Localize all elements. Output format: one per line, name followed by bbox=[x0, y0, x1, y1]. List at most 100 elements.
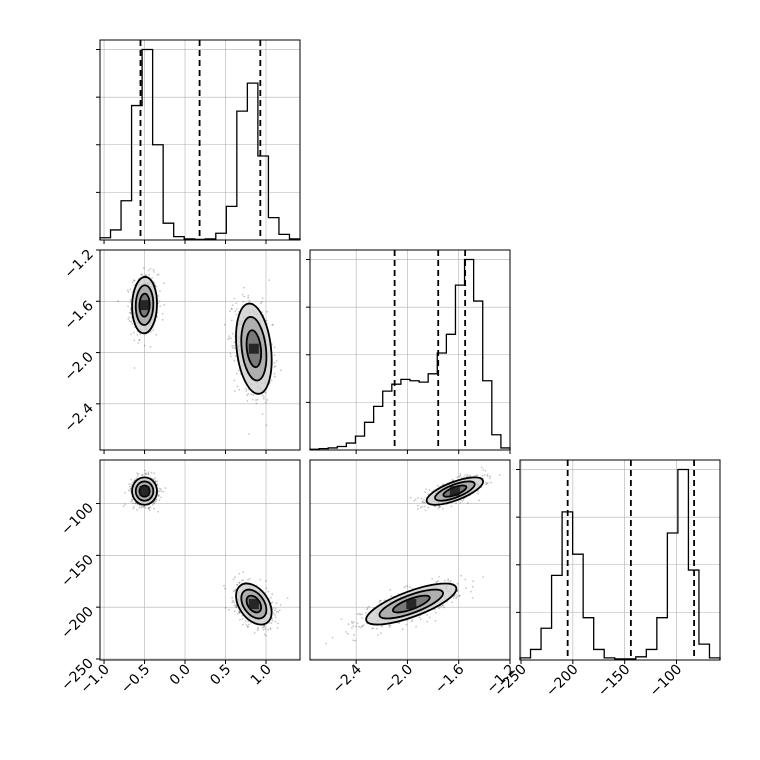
scatter-point bbox=[152, 268, 155, 271]
scatter-point bbox=[235, 606, 238, 608]
scatter-point bbox=[256, 398, 259, 401]
scatter-point bbox=[419, 506, 422, 509]
scatter-point bbox=[239, 618, 241, 621]
scatter-point bbox=[437, 507, 440, 510]
scatter-point bbox=[270, 622, 273, 625]
scatter-point bbox=[424, 509, 427, 512]
scatter-point bbox=[458, 594, 461, 597]
scatter-point bbox=[380, 632, 382, 635]
scatter-point bbox=[483, 474, 486, 476]
scatter-point bbox=[136, 472, 139, 475]
scatter-point bbox=[450, 505, 453, 508]
x-tick-label-22-2: −150 bbox=[595, 662, 634, 701]
scatter-point bbox=[136, 334, 139, 336]
scatter-point bbox=[426, 614, 428, 616]
scatter-point bbox=[117, 300, 120, 303]
scatter-point bbox=[136, 503, 139, 506]
scatter-point bbox=[455, 502, 457, 504]
scatter-point bbox=[233, 604, 236, 606]
scatter-point bbox=[232, 590, 235, 593]
scatter-point bbox=[242, 300, 245, 303]
scatter-point bbox=[381, 625, 383, 628]
scatter-point bbox=[460, 574, 463, 577]
scatter-point bbox=[126, 289, 129, 292]
scatter-point bbox=[467, 474, 469, 476]
scatter-point bbox=[158, 494, 160, 497]
scatter-point bbox=[277, 611, 280, 613]
scatter-point bbox=[157, 273, 160, 276]
scatter-point bbox=[278, 609, 281, 612]
scatter-point bbox=[154, 500, 157, 503]
scatter-point bbox=[271, 619, 274, 622]
scatter-point bbox=[487, 481, 489, 484]
scatter-point bbox=[459, 474, 462, 477]
scatter-point bbox=[256, 629, 259, 632]
scatter-point bbox=[439, 505, 441, 508]
scatter-point bbox=[441, 507, 444, 510]
scatter-point bbox=[153, 472, 156, 475]
scatter-point bbox=[242, 579, 245, 581]
scatter-point bbox=[415, 625, 417, 628]
scatter-point bbox=[466, 501, 469, 504]
scatter-point bbox=[265, 319, 268, 322]
scatter-point bbox=[233, 589, 236, 592]
scatter-point bbox=[478, 499, 481, 502]
scatter-point bbox=[366, 607, 369, 610]
scatter-point bbox=[441, 604, 444, 607]
density-peak-20-0 bbox=[139, 486, 150, 497]
scatter-point bbox=[439, 605, 442, 608]
scatter-point bbox=[247, 625, 249, 628]
scatter-point bbox=[231, 308, 233, 310]
frame-1-0 bbox=[99, 249, 301, 451]
scatter-point bbox=[355, 625, 358, 628]
scatter-point bbox=[233, 379, 236, 382]
scatter-point bbox=[268, 279, 271, 281]
scatter-point bbox=[436, 485, 439, 487]
scatter-point bbox=[419, 618, 422, 621]
scatter-point bbox=[437, 580, 439, 582]
scatter-point bbox=[238, 581, 241, 584]
scatter-point bbox=[230, 319, 233, 322]
scatter-point bbox=[272, 323, 274, 326]
scatter-point bbox=[124, 503, 127, 506]
scatter-point bbox=[325, 642, 327, 645]
density-peak-21-1 bbox=[406, 599, 417, 610]
scatter-point bbox=[383, 599, 386, 602]
scatter-point bbox=[132, 507, 135, 510]
scatter-point bbox=[276, 627, 279, 629]
scatter-point bbox=[451, 601, 453, 603]
scatter-point bbox=[271, 618, 273, 620]
scatter-point bbox=[236, 583, 238, 586]
frame-2-2 bbox=[519, 459, 721, 661]
scatter-point bbox=[262, 395, 265, 398]
scatter-point bbox=[224, 607, 227, 609]
scatter-point bbox=[231, 304, 234, 306]
scatter-point bbox=[362, 624, 365, 627]
scatter-point bbox=[142, 506, 145, 508]
scatter-point bbox=[484, 470, 487, 472]
scatter-point bbox=[490, 481, 492, 484]
scatter-point bbox=[228, 608, 230, 611]
scatter-point bbox=[428, 489, 431, 492]
scatter-point bbox=[244, 620, 247, 622]
scatter-point bbox=[359, 626, 362, 629]
frame-0-0 bbox=[99, 39, 301, 241]
scatter-point bbox=[147, 471, 150, 474]
scatter-point bbox=[464, 474, 467, 476]
histogram-step-0 bbox=[99, 48, 301, 241]
scatter-point bbox=[145, 473, 147, 475]
scatter-point bbox=[164, 487, 167, 489]
x-tick-label-22-1: −200 bbox=[543, 662, 582, 701]
scatter-point bbox=[414, 498, 417, 501]
scatter-point bbox=[149, 268, 152, 270]
scatter-point bbox=[389, 624, 392, 627]
scatter-point bbox=[486, 473, 489, 476]
scatter-point bbox=[361, 625, 364, 627]
scatter-point bbox=[132, 279, 135, 282]
scatter-point bbox=[264, 627, 267, 630]
scatter-point bbox=[498, 474, 501, 476]
scatter-point bbox=[141, 273, 143, 276]
scatter-point bbox=[137, 473, 140, 476]
scatter-point bbox=[452, 596, 455, 599]
scatter-point bbox=[140, 273, 143, 276]
